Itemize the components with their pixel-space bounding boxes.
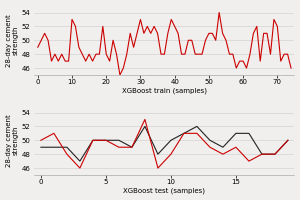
Y-axis label: 28-day cement
strength: 28-day cement strength bbox=[6, 114, 19, 167]
X-axis label: XGBoost test (samples): XGBoost test (samples) bbox=[123, 188, 206, 194]
Y-axis label: 28-day cement
strength: 28-day cement strength bbox=[6, 14, 19, 67]
X-axis label: XGBoost train (samples): XGBoost train (samples) bbox=[122, 88, 207, 94]
